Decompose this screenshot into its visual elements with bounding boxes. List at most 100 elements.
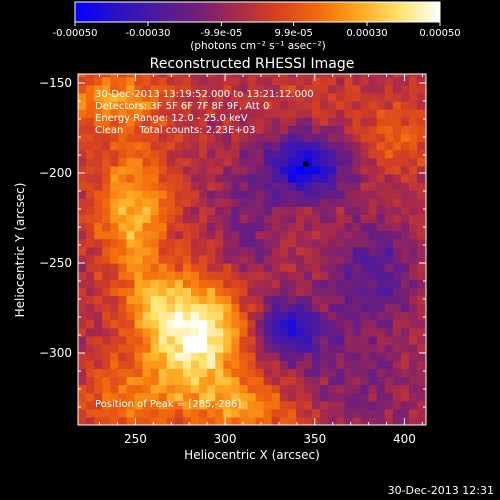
heatmap-cell [287,303,297,313]
heatmap-cell [207,287,216,296]
heatmap-cell [376,230,386,240]
heatmap-cell [94,125,103,134]
heatmap-cell [215,392,224,402]
heatmap-cell [360,408,370,418]
heatmap-cell [408,182,418,191]
heatmap-cell [134,303,144,313]
heatmap-cell [417,190,426,199]
heatmap-cell [360,149,370,159]
heatmap-cell [86,319,95,329]
heatmap-cell [417,101,426,110]
heatmap-cell [279,206,289,215]
heatmap-cell [295,392,305,402]
heatmap-cell [287,368,297,377]
heatmap-cell [376,392,386,402]
heatmap-cell [150,125,160,134]
heatmap-cell [312,190,321,199]
heatmap-cell [223,141,232,151]
heatmap-cell [400,157,410,167]
heatmap-cell [320,384,329,394]
heatmap-cell [304,263,313,272]
heatmap-cell [166,84,176,94]
heatmap-cell [142,295,152,305]
heatmap-cell [118,230,128,240]
heatmap-cell [376,165,386,175]
heatmap-cell [86,254,95,264]
heatmap-cell [376,416,386,425]
heatmap-cell [110,327,119,337]
heatmap-cell [312,133,321,143]
heatmap-cell [247,141,257,151]
heatmap-cell [110,149,119,159]
heatmap-cell [191,157,200,167]
heatmap-cell [182,311,192,321]
heatmap-cell [102,400,111,410]
heatmap-cell [352,246,362,256]
heatmap-cell [86,165,95,175]
heatmap-cell [166,279,176,288]
heatmap-cell [239,76,249,86]
heatmap-cell [86,335,95,345]
heatmap-cell [287,109,297,118]
heatmap-cell [279,190,289,199]
heatmap-cell [271,117,281,126]
heatmap-cell [400,165,410,175]
heatmap-cell [344,74,354,78]
heatmap-cell [417,84,426,94]
heatmap-cell [158,368,168,377]
heatmap-cell [231,133,241,143]
heatmap-cell [408,344,418,353]
heatmap-cell [191,238,200,248]
heatmap-cell [182,408,192,418]
heatmap-cell [239,149,249,159]
heatmap-cell [158,117,168,126]
heatmap-cell [215,360,224,369]
heatmap-cell [126,384,136,394]
heatmap-cell [231,125,241,134]
heatmap-cell [78,254,87,264]
heatmap-cell [279,92,289,102]
heatmap-cell [126,101,136,110]
heatmap-cell [320,76,329,86]
heatmap-cell [360,360,370,369]
heatmap-cell [182,279,192,288]
heatmap-cell [215,149,224,159]
heatmap-cell [400,344,410,353]
heatmap-cell [417,344,426,353]
heatmap-cell [320,133,329,143]
heatmap-cell [263,271,273,280]
heatmap-cell [174,76,184,86]
heatmap-cell [271,416,281,425]
heatmap-cell [134,173,144,183]
heatmap-cell [231,238,241,248]
heatmap-cell [102,222,111,232]
heatmap-cell [191,74,200,78]
heatmap-cell [287,222,297,232]
heatmap-cell [199,74,208,78]
heatmap-cell [376,408,386,418]
heatmap-cell [247,352,257,361]
heatmap-cell [400,360,410,369]
heatmap-cell [417,109,426,118]
heatmap-cell [166,384,176,394]
heatmap-cell [158,295,168,305]
heatmap-cell [118,206,128,215]
heatmap-cell [166,182,176,191]
heatmap-cell [223,109,232,118]
heatmap-cell [166,165,176,175]
heatmap-cell [328,303,337,313]
heatmap-cell [191,109,200,118]
heatmap-cell [247,279,257,288]
heatmap-cell [368,279,378,288]
heatmap-cell [344,190,354,199]
heatmap-cell [368,352,378,361]
heatmap-cell [328,173,337,183]
heatmap-cell [376,173,386,183]
heatmap-cell [247,254,257,264]
heatmap-cell [287,206,297,215]
heatmap-cell [400,400,410,410]
heatmap-cell [400,92,410,102]
heatmap-cell [223,74,232,78]
axis-ticks: 250 300 350 400−150−200−250−300 [39,74,426,446]
